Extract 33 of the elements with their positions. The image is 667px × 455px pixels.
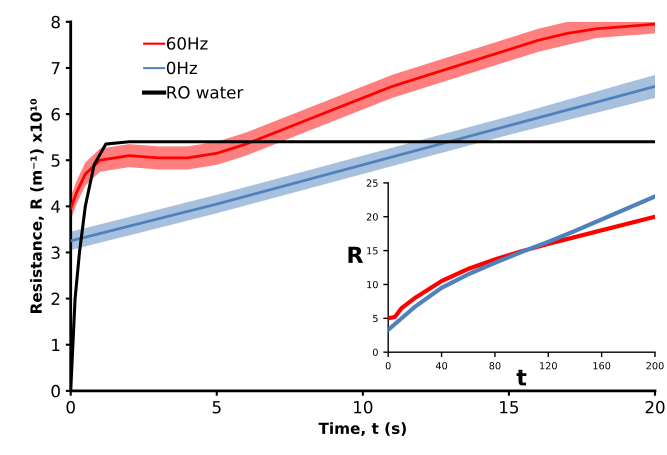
x-tick-label: 20 bbox=[646, 400, 664, 414]
x-tick-label: 15 bbox=[500, 401, 518, 414]
x-tick-label: 5 bbox=[212, 401, 221, 414]
y-tick-label: 25 bbox=[366, 179, 378, 187]
x-tick-label: 0 bbox=[386, 362, 391, 370]
y-tick-label: 8 bbox=[52, 16, 60, 28]
y-tick-label: 1 bbox=[52, 338, 60, 352]
legend-label: 0Hz bbox=[166, 62, 197, 74]
x-tick-label: 0 bbox=[66, 400, 75, 414]
x-tick-label: 80 bbox=[489, 362, 500, 370]
x-tick-label: 40 bbox=[436, 362, 448, 370]
y-axis-title: Resistance, R (m⁻¹) x10¹⁰ bbox=[30, 98, 44, 313]
y-tick-label: 5 bbox=[52, 154, 60, 167]
x-axis-title: t bbox=[516, 370, 526, 386]
y-axis-title: R bbox=[348, 246, 364, 263]
x-tick-label: 120 bbox=[540, 362, 557, 370]
y-tick-label: 10 bbox=[367, 280, 378, 288]
y-tick-label: 15 bbox=[367, 247, 378, 254]
y-tick-label: 4 bbox=[51, 200, 60, 213]
y-tick-label: 0 bbox=[372, 348, 378, 356]
legend-label: 60Hz bbox=[166, 37, 208, 50]
x-axis-title: Time, t (s) bbox=[318, 422, 406, 436]
legend-label: RO water bbox=[167, 86, 244, 99]
y-tick-label: 3 bbox=[52, 246, 60, 260]
x-tick-label: 200 bbox=[646, 362, 664, 370]
y-tick-label: 2 bbox=[52, 292, 60, 305]
line-series bbox=[388, 194, 655, 332]
y-tick-label: 20 bbox=[366, 213, 378, 221]
x-tick-label: 160 bbox=[593, 362, 610, 370]
y-tick-label: 0 bbox=[51, 384, 60, 398]
y-tick-label: 6 bbox=[52, 108, 60, 121]
y-tick-label: 7 bbox=[52, 62, 60, 74]
y-tick-label: 5 bbox=[373, 314, 378, 322]
